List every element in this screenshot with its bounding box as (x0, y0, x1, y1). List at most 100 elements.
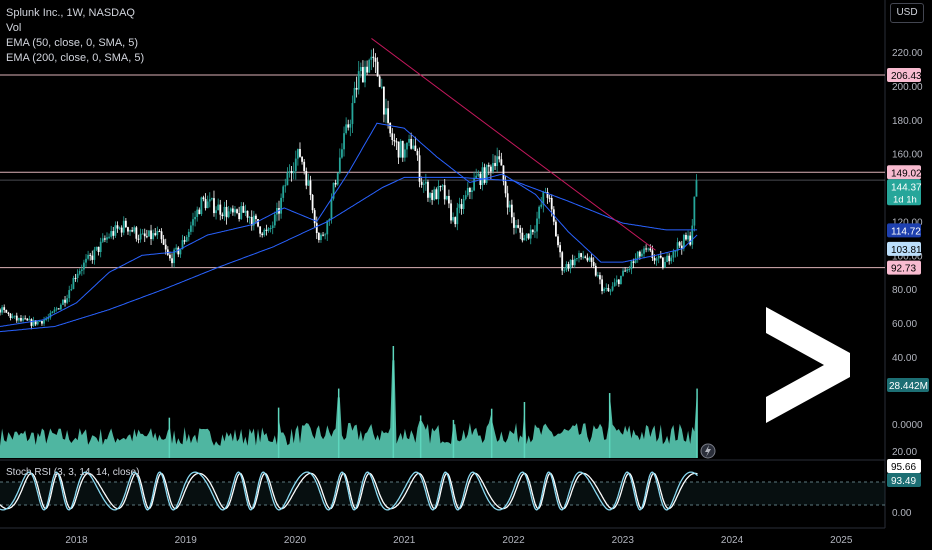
candle-body (137, 238, 140, 240)
price-tag-3-bg (887, 223, 921, 238)
candle-body (674, 250, 677, 252)
time-tick-label: 2019 (175, 535, 198, 546)
candle-body (234, 209, 236, 213)
rsi-tag-d-bg (887, 473, 921, 487)
candle-body (210, 198, 213, 200)
candle-body (641, 253, 643, 257)
candle-body (292, 171, 295, 174)
candle-body (372, 56, 375, 58)
candle-body (481, 167, 484, 186)
currency-button[interactable]: USD (890, 3, 924, 23)
time-tick-label: 2023 (612, 535, 635, 546)
candle-body (242, 206, 245, 213)
legend-ema-50[interactable]: EMA (50, close, 0, SMA, 5) (6, 37, 139, 49)
candle-body (309, 180, 312, 195)
candle-body (311, 194, 314, 211)
candle-body (651, 250, 654, 258)
ema-50-line (0, 122, 698, 327)
candle-body (80, 269, 83, 271)
candle-body (11, 316, 14, 318)
candle-body (510, 204, 513, 218)
candle-body (175, 247, 178, 250)
rsi-tick-label: 0.00 (892, 508, 912, 519)
stoch-rsi-legend[interactable]: Stoch RSI (3, 3, 14, 14, close) (6, 467, 140, 478)
candle-body (248, 216, 251, 218)
candle-body (559, 245, 562, 253)
candle-body (336, 172, 339, 185)
candle-body (357, 71, 360, 90)
legend-volume[interactable]: Vol (6, 22, 22, 34)
candle-body (546, 191, 549, 198)
price-tag-4-bg (887, 241, 921, 256)
candle-body (194, 216, 196, 220)
candle-body (380, 86, 383, 88)
candle-body (74, 277, 77, 279)
candle-body (70, 289, 73, 291)
candle-body (605, 287, 608, 289)
candle-body (129, 230, 131, 232)
candle-body (296, 149, 299, 159)
candle-body (578, 253, 580, 259)
candle-body (250, 216, 253, 226)
candles-layer (0, 48, 698, 330)
candle-body (294, 158, 297, 172)
candle-body (429, 193, 431, 198)
candle-body (200, 197, 203, 215)
candle-body (682, 234, 685, 249)
candle-body (691, 225, 694, 245)
candle-body (213, 198, 215, 214)
candle-body (437, 186, 440, 200)
candle-body (156, 231, 159, 236)
volume-tick-label: 0.0000 (892, 420, 923, 431)
price-tick-label: 180.00 (892, 116, 923, 127)
candle-body (517, 225, 520, 228)
price-axis-layer[interactable]: 220.00 200.00 180.00 160.00 120.00 100.00 80.0… (892, 48, 923, 519)
legend-ema-200[interactable]: EMA (200, close, 0, SMA, 5) (6, 52, 145, 64)
candle-body (271, 225, 274, 229)
candle-body (492, 163, 494, 172)
candle-body (349, 123, 352, 128)
candle-body (118, 227, 121, 229)
candle-body (76, 273, 79, 278)
candle-body (634, 258, 637, 263)
candle-body (567, 264, 570, 269)
symbol-title[interactable]: Splunk Inc., 1W, NASDAQ (6, 7, 135, 19)
candle-body (208, 199, 211, 202)
price-tag-2: 144.37 (891, 182, 922, 193)
candle-body (475, 175, 478, 179)
candle-body (588, 257, 591, 261)
candle-body (678, 242, 681, 246)
candle-body (657, 255, 660, 259)
candle-body (116, 225, 119, 229)
candle-body (630, 261, 633, 269)
candle-body (64, 299, 66, 303)
candle-body (527, 233, 530, 239)
candle-body (215, 210, 217, 214)
candle-body (244, 210, 247, 213)
candle-body (636, 251, 639, 259)
candle-body (288, 171, 291, 173)
candle-body (187, 231, 190, 238)
chart-legend[interactable]: Splunk Inc., 1W, NASDAQ Vol EMA (50, clo… (6, 6, 144, 66)
candle-body (594, 265, 597, 276)
candle-body (85, 258, 87, 263)
candle-body (206, 201, 209, 209)
price-tag-3: 114.72 (891, 226, 921, 237)
candle-body (364, 66, 366, 83)
candle-body (638, 251, 641, 257)
candle-body (28, 319, 31, 321)
candle-body (166, 249, 169, 255)
candle-body (108, 236, 110, 238)
candle-body (685, 234, 687, 240)
candle-body (565, 264, 568, 271)
candle-body (649, 248, 652, 251)
candle-body (387, 108, 389, 123)
price-tag-1-bg (887, 165, 921, 180)
candle-body (103, 238, 106, 240)
candle-body (647, 248, 650, 250)
candle-body (162, 239, 165, 245)
time-axis-layer[interactable]: 2018 2019 2020 2021 2022 2023 2024 2025 (65, 535, 852, 546)
candle-body (0, 309, 1, 313)
candle-body (659, 255, 662, 258)
candle-body (154, 233, 157, 236)
